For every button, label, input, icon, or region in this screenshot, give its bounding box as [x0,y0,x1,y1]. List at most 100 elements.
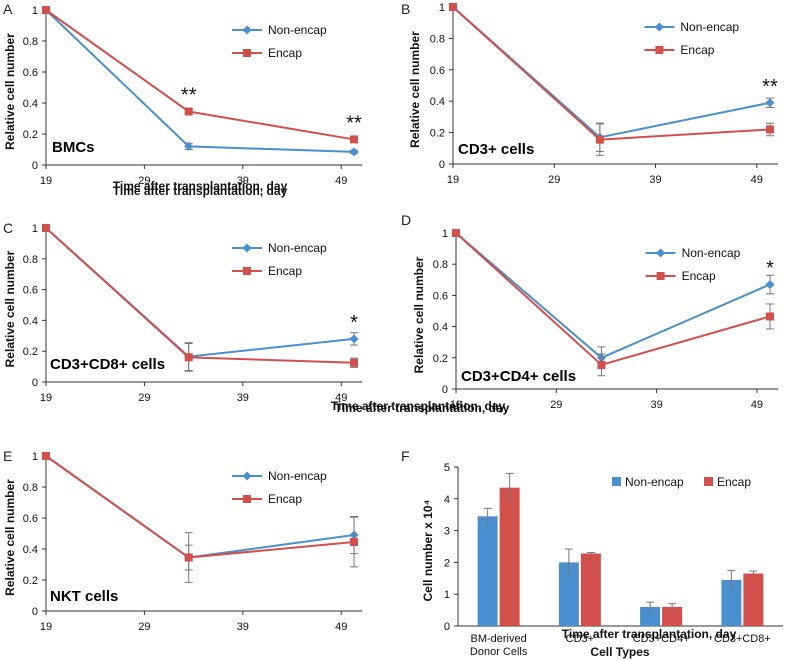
y-tick-label: 0 [32,377,38,389]
legend-marker [656,248,666,258]
legend-label: Non-encap [268,23,327,37]
x-tick-label: 39 [237,621,249,633]
y-tick-label: 1 [444,589,450,601]
bar-non-encap [721,579,742,626]
x-axis-title: Cell Types [590,645,649,659]
x-tick-label: 49 [751,399,763,411]
x-tick-label: 19 [450,399,462,411]
y-tick-label: 0 [442,384,448,396]
data-point-non-encap [765,98,775,108]
data-point-non-encap [349,334,359,344]
legend-label: Non-encap [625,475,684,489]
x-category-label: CD3+CD4+ [633,633,690,645]
data-point-encap [42,224,50,232]
bar-encap [662,606,683,626]
x-tick-label: 39 [237,175,249,187]
y-axis-title: Relative cell number [408,31,422,148]
x-tick-label: 39 [651,399,663,411]
panel-title: CD3+CD4+ cells [461,368,576,385]
x-tick-label: 29 [550,399,562,411]
y-tick-label: 4 [444,494,450,506]
y-tick-label: 1 [32,451,38,463]
x-axis-title: Time after transplantation, day [335,401,510,415]
data-point-encap [350,538,359,547]
y-tick-label: 1 [442,228,448,240]
bar-non-encap [558,562,579,626]
x-tick-label: 19 [40,621,52,633]
data-point-encap [350,358,359,367]
legend-label: Non-encap [268,469,327,483]
y-tick-label: 0.4 [23,98,38,110]
data-point-non-encap [349,147,359,157]
significance-mark: * [350,312,358,334]
legend-marker [242,243,252,253]
legend-label: Non-encap [680,20,739,34]
x-axis-title: Time after transplantation, day [562,627,737,641]
legend-label: Non-encap [682,246,741,260]
y-tick-label: 0 [439,159,445,171]
legend-swatch [612,477,621,486]
y-tick-label: 1 [32,5,38,17]
legend-marker [655,46,664,54]
x-tick-label: 19 [40,392,52,404]
data-point-encap [42,452,50,460]
x-tick-label: 29 [138,621,150,633]
bar-encap [743,573,764,626]
data-point-encap [184,107,193,116]
x-axis-title: Time after transplantation, day [113,179,288,193]
y-axis-title: Relative cell number [3,250,17,367]
y-tick-label: 5 [444,462,450,474]
y-tick-label: 0.8 [23,482,38,494]
data-point-encap [452,229,460,237]
panel-label: B [401,1,410,17]
y-tick-label: 0.4 [433,322,448,334]
panel-b: B 0 0.2 0.4 0.6 0.8 1 19 29 39 49 Time after transp… [113,1,778,193]
x-tick-label: 29 [138,392,150,404]
y-tick-label: 0.6 [23,67,38,79]
legend-marker [243,49,251,57]
x-tick-label: 39 [237,392,249,404]
panel-label: A [3,1,13,17]
legend-label: Encap [268,492,302,506]
legend-label: Encap [680,43,714,57]
data-point-encap [184,553,193,562]
legend-marker [242,471,252,481]
y-tick-label: 0.8 [23,254,38,266]
panel-title: CD3+ cells [458,141,534,158]
significance-mark: ** [346,112,362,134]
y-tick-label: 0.2 [433,353,448,365]
bar-encap [499,487,520,626]
y-tick-label: 0.2 [430,128,445,140]
data-point-encap [765,125,774,134]
legend-marker [243,495,251,503]
panel-a: A 0 0.2 0.4 0.6 0.8 1 19 29 39 49 Time after transp… [3,1,362,198]
data-point-encap [597,360,606,369]
bar-non-encap [640,606,661,626]
y-tick-label: 0.8 [430,33,445,45]
data-point-non-encap [184,141,194,151]
data-point-encap [350,135,359,144]
data-point-encap [595,135,604,144]
y-tick-label: 0.4 [23,544,38,556]
y-tick-label: 3 [444,526,450,538]
panel-label: D [401,212,411,228]
legend-swatch [704,477,713,486]
bar-non-encap [477,516,498,626]
x-category-label: CD3+ [566,633,594,645]
legend-label: Non-encap [268,241,327,255]
y-tick-label: 0.8 [23,36,38,48]
x-axis-title: Time after transplantation, day [331,399,506,413]
panel-label: F [401,448,410,464]
bar-encap [580,553,601,626]
x-category-label: CD3+CD8+ [714,633,771,645]
legend-label: Encap [268,46,302,60]
legend-label: Encap [268,264,302,278]
y-tick-label: 0.8 [433,259,448,271]
significance-mark: * [766,257,774,279]
y-tick-label: 2 [444,557,450,569]
y-tick-label: 0.6 [23,513,38,525]
y-tick-label: 0 [444,621,450,633]
category-line: BM-derived [471,633,527,645]
